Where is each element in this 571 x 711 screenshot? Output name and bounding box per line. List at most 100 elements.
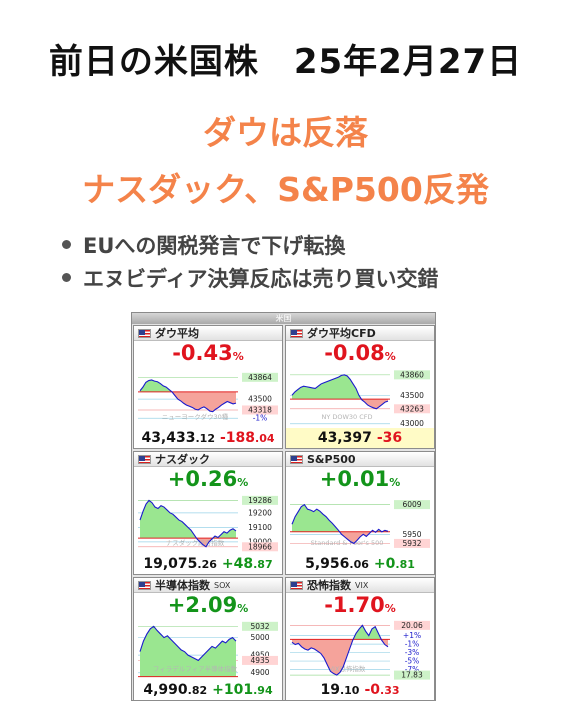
area-above-close (140, 379, 236, 392)
panel-ticker: SOX (214, 580, 231, 590)
label-badge (242, 405, 278, 415)
point-change: -36 (376, 430, 403, 446)
panel-name: ナスダック (155, 453, 210, 466)
panel-footer: 43,397 -36 (286, 428, 434, 448)
axis-label: -1% (253, 414, 268, 423)
page-title: 前日の米国株 25年2月27日 (48, 42, 523, 82)
percent-change: -0.43% (134, 341, 282, 369)
panel-name: ダウ平均 (155, 327, 199, 340)
label-badge (242, 621, 278, 631)
chart-watermark: フィラデルフィア半導体指数 (153, 664, 238, 673)
label-badge (242, 542, 278, 552)
axis-label: 6009 (402, 500, 421, 509)
panel-footer: 4,990.82 +101.94 (134, 680, 282, 700)
bullet-item: EUへの関税発言で下げ転換 (62, 228, 439, 261)
intraday-chart: VIX恐怖指数 20.06+1%-1%-3%-5%-7%17.83 (290, 620, 430, 680)
panel-footer: 43,433.12 -188.04 (134, 428, 282, 448)
label-badge (242, 655, 278, 665)
label-badge (394, 620, 430, 630)
us-flag-icon (138, 328, 151, 338)
axis-label: 5032 (250, 622, 269, 631)
label-badge (394, 370, 430, 380)
axis-label: 43500 (248, 395, 272, 404)
point-change: +0.81 (373, 556, 415, 572)
percent-value: -1.70 (324, 593, 385, 617)
area-above-close (140, 626, 236, 677)
panel-header: 恐怖指数 VIX (286, 578, 434, 593)
percent-change: +0.26% (134, 467, 282, 495)
panel-0[interactable]: ダウ平均 -0.43% ニューヨークダウ30種 43864 43500 43318 -1% 4… (133, 325, 283, 449)
area-below-close (292, 639, 388, 676)
axis-label: 18966 (248, 542, 272, 551)
area-above-close (140, 500, 236, 539)
headline-nasdaq-sp: ナスダック、S&P500反発 (82, 170, 489, 209)
chart-watermark: ニューヨークダウ30種 (162, 412, 229, 421)
axis-label: -3% (405, 648, 420, 657)
axis-label: 43263 (400, 404, 424, 413)
percent-value: +2.09 (167, 593, 238, 617)
axis-label: 43318 (248, 405, 272, 414)
percent-value: -0.43 (172, 341, 233, 365)
percent-value: +0.01 (319, 467, 390, 491)
panel-header: S&P500 (286, 452, 434, 467)
axis-label: 4935 (250, 656, 269, 665)
area-below-close (361, 399, 388, 409)
area-above-close (292, 374, 388, 400)
series-line (139, 625, 237, 662)
panel-header: ナスダック (134, 452, 282, 467)
axis-label: 43500 (400, 391, 424, 400)
panel-footer: 5,956.06 +0.81 (286, 554, 434, 574)
percent-unit: % (232, 350, 244, 363)
area-below-close (171, 391, 236, 412)
axis-label: 19286 (248, 496, 272, 505)
axis-label: 19200 (248, 508, 272, 517)
index-value: 4,990.82 (143, 682, 208, 698)
axis-label: 43864 (248, 373, 272, 382)
label-badge (242, 372, 278, 382)
chart-watermark: NY DOW30 CFD (321, 413, 372, 421)
panel-footer: 19.10 -0.33 (286, 680, 434, 700)
panel-1[interactable]: ダウ平均CFD -0.08% NY DOW30 CFD 43860 43500 43263… (285, 325, 435, 449)
us-flag-icon (290, 580, 303, 590)
axis-label: 5000 (250, 633, 269, 642)
axis-label: 20.06 (401, 621, 423, 630)
chart-watermark: VIX恐怖指数 (329, 664, 366, 673)
bullet-dot-icon (62, 273, 71, 282)
axis-label: +1% (403, 631, 421, 640)
percent-change: +0.01% (286, 467, 434, 495)
panel-5[interactable]: 恐怖指数 VIX -1.70% VIX恐怖指数 20.06 +1% -1% -3% -5% -7%… (285, 577, 435, 701)
area-above-close (292, 504, 388, 532)
series-line (139, 379, 237, 413)
panel-name: 半導体指数 (155, 579, 210, 592)
axis-label: -5% (405, 657, 420, 666)
panel-3[interactable]: S&P500 +0.01% Standard & Poor's 500 6009 595… (285, 451, 435, 575)
index-value: 5,956.06 (305, 556, 369, 572)
panel-4[interactable]: 半導体指数 SOX +2.09% フィラデルフィア半導体指数 5032 5000 4950 4… (133, 577, 283, 701)
panel-header: ダウ平均CFD (286, 326, 434, 341)
axis-label: 43860 (400, 370, 424, 379)
intraday-chart: NY DOW30 CFD 43860 43500 43263 43000 (290, 370, 430, 428)
panel-2[interactable]: ナスダック +0.26% ナスダック総合指数 19286 19200 19100 19000… (133, 451, 283, 575)
summary-bullets: EUへの関税発言で下げ転換 エヌビディア決算反応は売り買い交錯 (62, 228, 439, 294)
axis-label: -1% (405, 640, 420, 649)
label-badge (394, 538, 430, 548)
axis-label: 19000 (248, 537, 272, 546)
axis-label: 4900 (250, 668, 269, 677)
percent-unit: % (237, 602, 249, 615)
percent-value: +0.26 (167, 467, 238, 491)
percent-change: -1.70% (286, 593, 434, 621)
headline-dow: ダウは反落 (203, 113, 368, 152)
axis-label: 19100 (248, 523, 272, 532)
board-header: 米国 (132, 313, 435, 324)
percent-unit: % (384, 602, 396, 615)
panel-ticker: VIX (355, 580, 369, 590)
series-line (291, 374, 389, 410)
us-flag-icon (290, 328, 303, 338)
index-value: 43,397 (317, 430, 372, 446)
area-below-close (339, 531, 383, 544)
series-line (291, 503, 389, 545)
label-badge (394, 404, 430, 414)
area-above-close (353, 625, 382, 640)
